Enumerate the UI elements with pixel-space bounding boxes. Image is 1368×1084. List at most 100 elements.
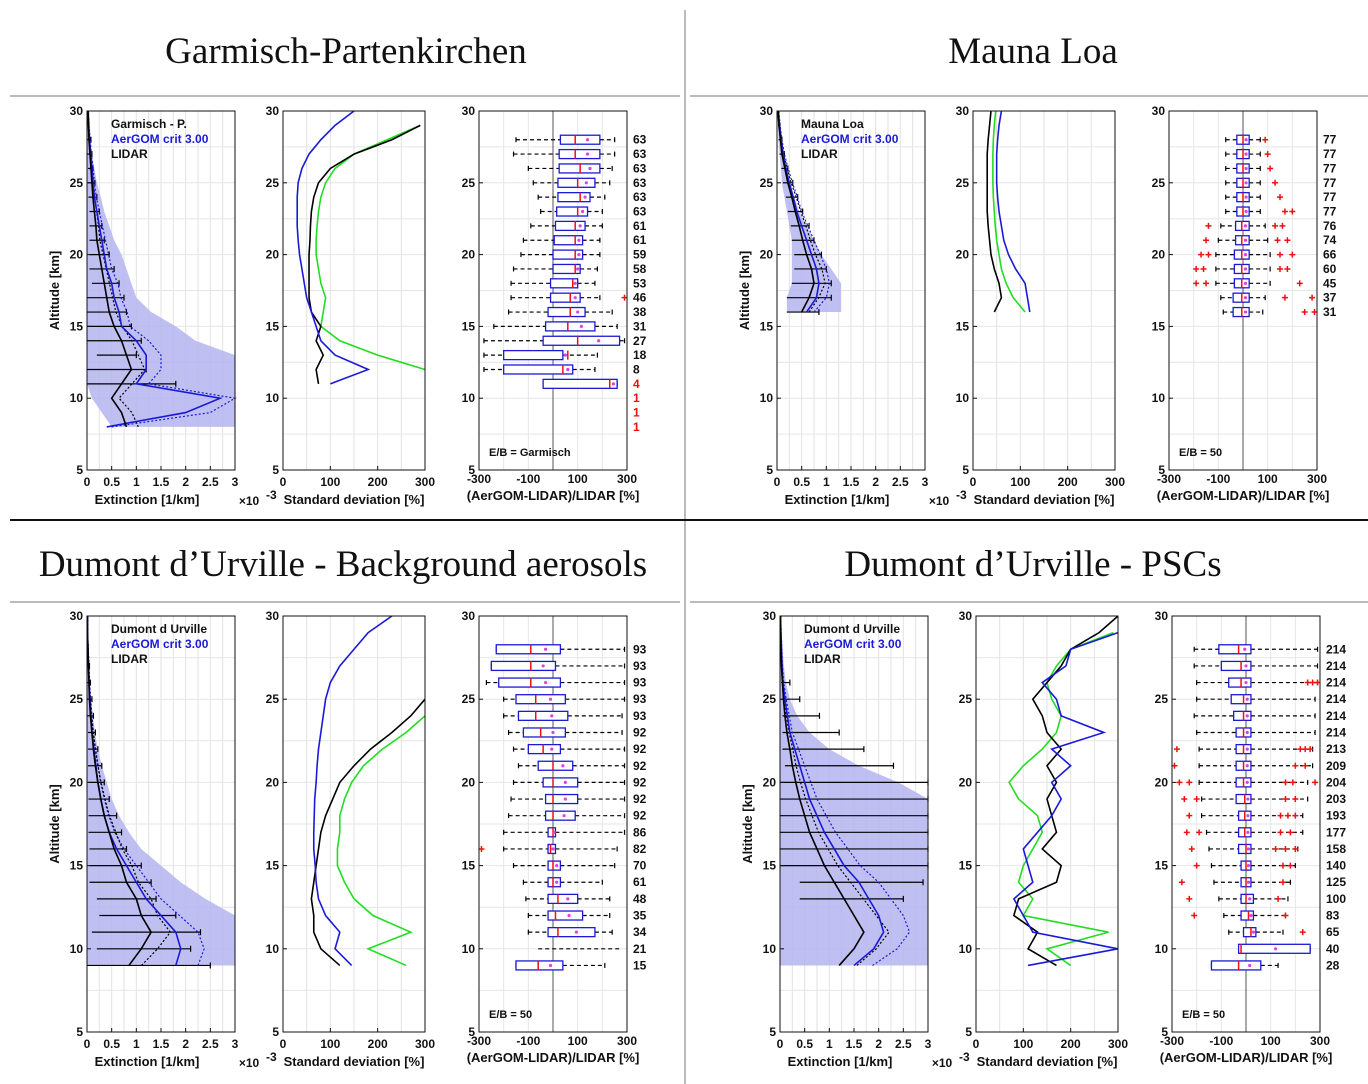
box bbox=[553, 235, 584, 246]
sample-count: 214 bbox=[1326, 725, 1346, 739]
outlier-marker bbox=[1176, 779, 1183, 786]
sample-count: 18 bbox=[633, 348, 647, 362]
box-mean bbox=[550, 714, 554, 718]
sample-count: 92 bbox=[633, 792, 647, 806]
y-tick-label: 20 bbox=[70, 248, 84, 262]
box-mean bbox=[551, 730, 555, 735]
y-tick-label: 25 bbox=[462, 176, 476, 190]
box bbox=[1220, 660, 1252, 672]
x-tick-label: 1 bbox=[133, 475, 140, 489]
y-tick-label: 20 bbox=[763, 775, 777, 789]
box-mean bbox=[577, 253, 581, 257]
outlier-marker bbox=[1205, 222, 1212, 229]
x-tick-label: -100 bbox=[516, 1034, 540, 1048]
sample-count: 46 bbox=[633, 291, 647, 305]
y-tick-label: 15 bbox=[1152, 319, 1166, 333]
outlier-marker bbox=[1289, 208, 1296, 215]
x-tick-label: -300 bbox=[467, 1034, 491, 1048]
sample-count: 93 bbox=[633, 642, 647, 656]
sample-count: 38 bbox=[633, 305, 647, 319]
box-mean bbox=[1246, 880, 1251, 884]
outlier-marker bbox=[1284, 812, 1291, 819]
sample-count: 8 bbox=[633, 362, 640, 376]
x-axis-label: Standard deviation [%] bbox=[284, 1054, 425, 1069]
x-axis-exponent: -3 bbox=[266, 1050, 277, 1064]
y-tick-label: 30 bbox=[763, 609, 777, 623]
box-mean bbox=[581, 209, 585, 214]
x-tick-label: 2 bbox=[872, 475, 879, 489]
sample-count: 1 bbox=[633, 406, 640, 420]
outlier-marker bbox=[1275, 895, 1282, 902]
box-mean bbox=[584, 181, 588, 185]
sample-count: 63 bbox=[633, 176, 647, 190]
box-mean bbox=[1244, 138, 1248, 142]
outlier-marker bbox=[1277, 812, 1284, 819]
panel-title-dumont-background: Dumont d’Urville - Background aerosols bbox=[39, 544, 647, 585]
box bbox=[1242, 927, 1257, 938]
x-tick-label: 200 bbox=[368, 1037, 388, 1051]
box-mean bbox=[563, 780, 567, 785]
box bbox=[556, 206, 589, 217]
y-tick-label: 5 bbox=[76, 463, 83, 477]
box-mean bbox=[579, 324, 583, 328]
box-mean bbox=[1246, 814, 1250, 818]
box bbox=[515, 694, 566, 705]
outlier-marker bbox=[1186, 895, 1193, 902]
box bbox=[1230, 694, 1252, 705]
y-tick-label: 15 bbox=[760, 319, 774, 333]
y-tick-label: 15 bbox=[956, 319, 970, 333]
box bbox=[544, 321, 596, 332]
sample-count: 34 bbox=[633, 925, 647, 939]
outlier-marker bbox=[1287, 862, 1294, 869]
box-mean bbox=[1274, 947, 1278, 951]
y-tick-label: 30 bbox=[956, 104, 970, 118]
box bbox=[1240, 910, 1255, 921]
box-mean bbox=[551, 847, 555, 851]
y-tick-label: 5 bbox=[272, 1025, 279, 1039]
box bbox=[554, 220, 586, 232]
y-tick-label: 20 bbox=[959, 775, 973, 789]
box bbox=[544, 810, 576, 821]
box-mean bbox=[1245, 780, 1249, 785]
x-tick-label: -300 bbox=[1160, 1034, 1184, 1048]
box-mean bbox=[552, 830, 556, 834]
box-mean bbox=[566, 367, 570, 372]
box bbox=[549, 278, 579, 289]
aergom-upper-dotted bbox=[778, 110, 831, 313]
outlier-marker bbox=[1292, 845, 1299, 852]
std-blue-line bbox=[296, 110, 371, 385]
lidar-extinction-line bbox=[86, 616, 153, 966]
y-tick-label: 10 bbox=[959, 942, 973, 956]
box-mean bbox=[577, 238, 581, 242]
outlier-marker bbox=[1277, 194, 1283, 201]
x-axis-label: (AerGOM-LIDAR)/LIDAR [%] bbox=[467, 1050, 640, 1065]
box bbox=[542, 777, 579, 788]
box bbox=[549, 292, 581, 303]
legend-site: Garmisch - P. bbox=[111, 117, 187, 131]
x-tick-label: 2.5 bbox=[895, 1037, 912, 1051]
sample-count: 77 bbox=[1323, 190, 1337, 204]
outlier-marker bbox=[1281, 208, 1288, 215]
y-tick-label: 30 bbox=[266, 104, 280, 118]
sample-count: 63 bbox=[633, 205, 647, 219]
y-tick-label: 5 bbox=[468, 1025, 475, 1039]
legend-lidar: LIDAR bbox=[801, 147, 838, 161]
box bbox=[547, 893, 579, 905]
box-mean bbox=[562, 814, 566, 818]
outlier-marker bbox=[1292, 812, 1299, 819]
aergom-upper-dotted bbox=[87, 110, 237, 428]
box bbox=[1218, 644, 1252, 655]
axes-frame bbox=[478, 615, 628, 1033]
sample-count: 177 bbox=[1326, 825, 1346, 839]
sample-count: 92 bbox=[633, 809, 647, 823]
sample-count: 53 bbox=[633, 276, 647, 290]
box bbox=[517, 710, 569, 721]
x-tick-label: -100 bbox=[1209, 1034, 1233, 1048]
x-tick-label: -100 bbox=[516, 472, 540, 486]
y-tick-label: 5 bbox=[272, 463, 279, 477]
outlier-marker bbox=[1264, 151, 1271, 158]
box bbox=[537, 760, 574, 771]
outlier-marker bbox=[1301, 309, 1308, 316]
x-tick-label: 300 bbox=[415, 475, 435, 489]
outlier-marker bbox=[1193, 862, 1200, 869]
